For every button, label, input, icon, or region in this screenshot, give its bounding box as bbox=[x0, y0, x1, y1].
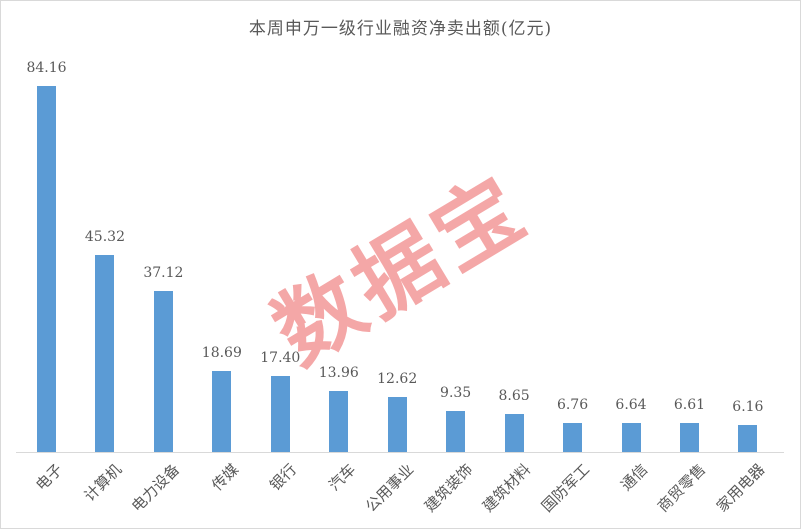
x-axis-line bbox=[16, 452, 784, 453]
bar-value-label: 6.61 bbox=[673, 397, 706, 413]
x-axis-tick-label: 建筑装饰 bbox=[420, 460, 476, 516]
bar-value-label: 45.32 bbox=[84, 229, 125, 245]
bar-10 bbox=[563, 423, 583, 452]
bar-value-label: 6.16 bbox=[732, 399, 764, 415]
x-axis-tick-label: 建筑材料 bbox=[479, 460, 535, 516]
bar-6 bbox=[329, 391, 349, 452]
bar-value-label: 84.16 bbox=[26, 60, 67, 76]
bar-value-label: 9.35 bbox=[440, 385, 472, 401]
bar-8 bbox=[446, 411, 466, 452]
bar-value-label: 37.12 bbox=[143, 265, 184, 281]
x-axis-tick-label: 计算机 bbox=[80, 460, 126, 505]
bar-value-label: 8.65 bbox=[498, 388, 530, 404]
bar-13 bbox=[738, 425, 758, 452]
bar-11 bbox=[621, 423, 641, 452]
x-axis-tick-label: 家用电器 bbox=[712, 460, 769, 516]
bar-9 bbox=[504, 414, 524, 452]
bar-2 bbox=[95, 255, 115, 452]
bar-5 bbox=[270, 376, 290, 452]
bar-7 bbox=[387, 397, 407, 452]
x-axis-tick-label: 公用事业 bbox=[362, 460, 418, 516]
x-axis-tick-label: 银行 bbox=[266, 460, 301, 495]
x-axis-tick-label: 国防军工 bbox=[537, 460, 593, 516]
x-axis-tick-label: 通信 bbox=[617, 460, 652, 495]
bar-value-label: 6.76 bbox=[556, 397, 589, 413]
bar-12 bbox=[679, 423, 699, 452]
x-axis-tick-label: 电子 bbox=[32, 460, 67, 495]
x-axis-tick-label: 传媒 bbox=[208, 460, 242, 495]
bar-value-label: 13.96 bbox=[318, 365, 359, 381]
x-axis-tick-label: 汽车 bbox=[324, 460, 359, 495]
bar-value-label: 17.40 bbox=[260, 350, 301, 366]
bar-value-label: 12.62 bbox=[377, 371, 418, 387]
x-axis-tick-label: 电力设备 bbox=[128, 460, 184, 516]
bar-value-label: 6.64 bbox=[615, 397, 647, 413]
bar-4 bbox=[212, 371, 232, 452]
bar-value-label: 18.69 bbox=[201, 345, 242, 361]
x-axis-tick-label: 商贸零售 bbox=[654, 460, 710, 516]
bar-1 bbox=[37, 86, 56, 452]
bar-3 bbox=[153, 291, 173, 452]
chart-title: 本周申万一级行业融资净卖出额(亿元) bbox=[248, 19, 553, 39]
